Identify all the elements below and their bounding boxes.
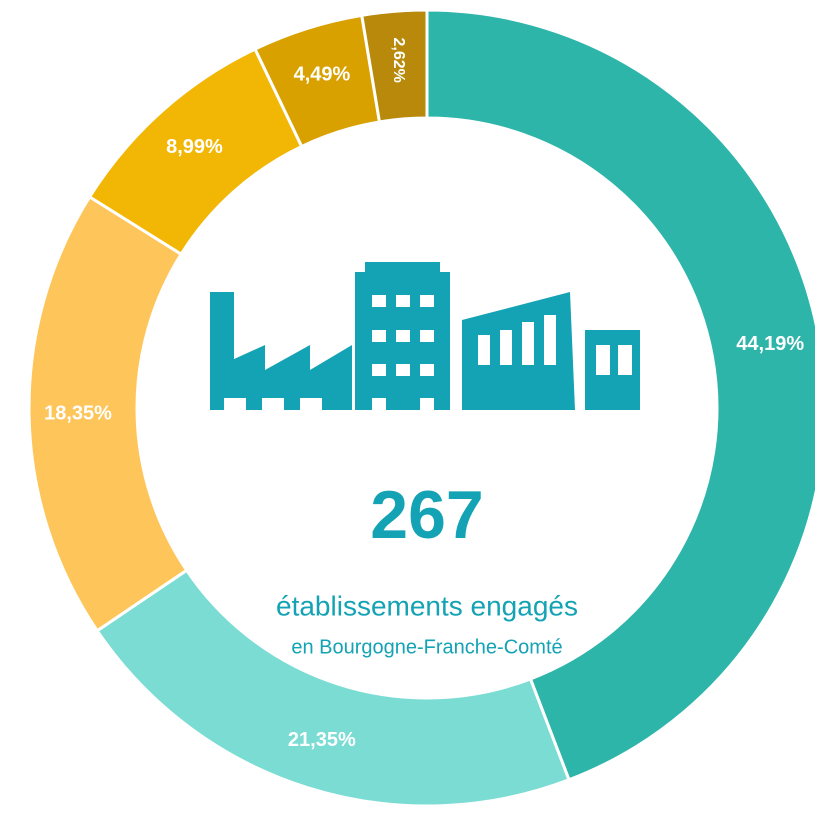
data-label: 4,49% <box>294 63 351 85</box>
slice <box>95 568 571 808</box>
center-label: établissements engagés <box>276 590 578 621</box>
center-sublabel: en Bourgogne-Franche-Comté <box>291 636 562 658</box>
data-label: 2,62% <box>390 37 407 82</box>
data-label: 44,19% <box>736 333 804 355</box>
data-label: 8,99% <box>166 136 223 158</box>
windows <box>224 295 632 410</box>
data-label: 18,35% <box>44 402 112 424</box>
slice <box>425 8 815 782</box>
data-label: 21,35% <box>288 729 356 751</box>
buildings-icon <box>210 262 640 410</box>
slice <box>360 8 429 124</box>
slices <box>27 8 815 808</box>
center-value: 267 <box>370 477 483 553</box>
